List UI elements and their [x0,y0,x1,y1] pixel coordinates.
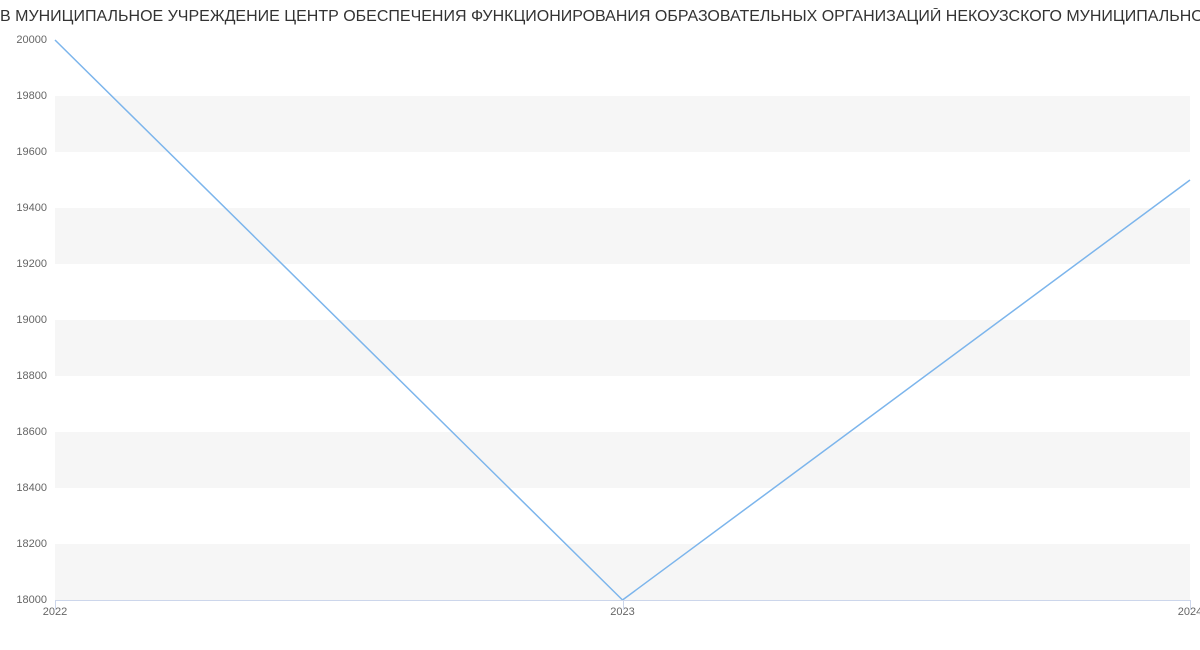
x-tick-mark [55,600,56,610]
x-tick-mark [1190,600,1191,610]
y-tick-label: 18200 [16,538,55,550]
y-tick-label: 18800 [16,370,55,382]
line-series [55,40,1190,600]
plot-area: 1800018200184001860018800190001920019400… [55,40,1190,600]
y-tick-label: 19800 [16,90,55,102]
y-tick-label: 19400 [16,202,55,214]
y-tick-label: 19600 [16,146,55,158]
y-tick-label: 19000 [16,314,55,326]
chart-title: В МУНИЦИПАЛЬНОЕ УЧРЕЖДЕНИЕ ЦЕНТР ОБЕСПЕЧ… [0,8,1200,26]
x-tick-mark [623,600,624,610]
y-tick-label: 19200 [16,258,55,270]
y-tick-label: 18400 [16,482,55,494]
series-line [55,40,1190,600]
chart-container: В МУНИЦИПАЛЬНОЕ УЧРЕЖДЕНИЕ ЦЕНТР ОБЕСПЕЧ… [0,0,1200,650]
y-tick-label: 18600 [16,426,55,438]
x-tick-label: 2024 [1178,600,1200,618]
y-tick-label: 20000 [16,34,55,46]
